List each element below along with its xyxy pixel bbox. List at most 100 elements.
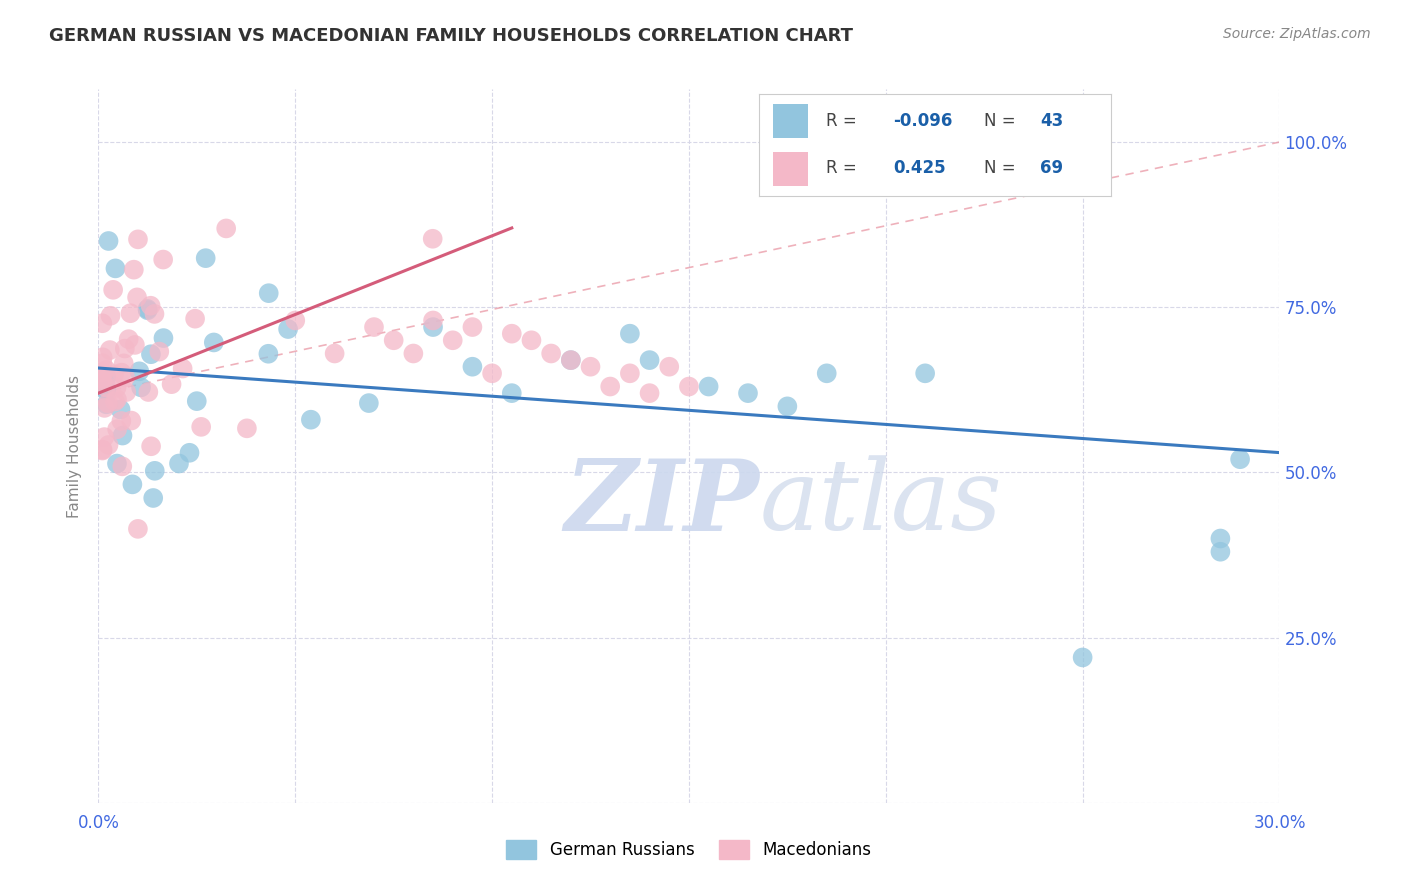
Point [323,346,346,360]
Point [236,421,259,435]
Text: N =: N = [984,159,1015,177]
Point [105,392,128,407]
Point [96,370,118,384]
Text: GERMAN RUSSIAN VS MACEDONIAN FAMILY HOUSEHOLDS CORRELATION CHART: GERMAN RUSSIAN VS MACEDONIAN FAMILY HOUS… [49,27,853,45]
Point [91,443,114,458]
Point [560,353,582,368]
Point [619,326,641,341]
Text: R =: R = [827,112,856,130]
Point [101,283,124,297]
Point [172,361,194,376]
Point [105,457,128,471]
Point [184,311,207,326]
Point [127,522,149,536]
Point [136,301,159,316]
Point [91,442,114,457]
Point [382,333,405,347]
Point [277,322,299,336]
Point [138,384,160,399]
Point [98,343,121,357]
Point [579,359,602,374]
Text: ZIP: ZIP [565,455,759,551]
Point [104,394,127,409]
FancyBboxPatch shape [773,153,808,186]
Point [100,309,122,323]
Legend: German Russians, Macedonians: German Russians, Macedonians [499,833,879,866]
Point [257,347,280,361]
Point [638,386,661,401]
Text: R =: R = [827,159,856,177]
Point [105,381,128,395]
Point [104,261,127,276]
Point [91,316,114,330]
Point [678,379,700,393]
Point [105,422,128,436]
Point [422,232,444,246]
Point [96,397,118,411]
Point [93,430,115,444]
Point [111,428,134,442]
Point [103,368,125,382]
Point [619,367,641,381]
Point [422,313,444,327]
Point [136,303,159,318]
Text: 0.425: 0.425 [893,159,945,177]
Point [97,438,120,452]
Point [299,413,322,427]
Point [121,477,143,491]
Point [143,464,166,478]
Point [110,414,132,428]
Point [139,439,162,453]
Point [117,332,139,346]
Point [129,380,152,394]
Text: atlas: atlas [759,456,1002,550]
Point [167,457,190,471]
Point [91,351,114,365]
Point [1071,650,1094,665]
Point [114,370,136,384]
Point [111,459,134,474]
Point [776,400,799,414]
Point [697,379,720,393]
Y-axis label: Family Households: Family Households [67,375,83,517]
Point [815,367,838,381]
Point [114,342,136,356]
Point [914,367,936,381]
Point [93,401,115,415]
Point [91,365,114,379]
Point [122,262,145,277]
Point [97,234,120,248]
Point [127,232,149,246]
Point [215,221,238,235]
Point [91,375,114,389]
Point [658,359,681,374]
Point [638,353,661,368]
Point [160,377,183,392]
Point [120,413,142,427]
Point [125,290,148,304]
Point [461,359,484,374]
Point [143,307,166,321]
Point [540,346,562,360]
Point [179,446,201,460]
Point [139,299,162,313]
Point [128,364,150,378]
Point [481,367,503,381]
Point [186,394,208,409]
Text: Source: ZipAtlas.com: Source: ZipAtlas.com [1223,27,1371,41]
Point [501,326,523,341]
Text: 43: 43 [1040,112,1064,130]
Point [422,320,444,334]
Point [1209,532,1232,546]
Point [96,384,118,398]
Point [110,402,132,417]
Point [461,320,484,334]
Point [257,286,280,301]
Point [120,306,142,320]
Point [152,331,174,345]
Point [142,491,165,505]
Text: 69: 69 [1040,159,1063,177]
Point [402,346,425,360]
Point [139,347,162,361]
Point [190,420,212,434]
